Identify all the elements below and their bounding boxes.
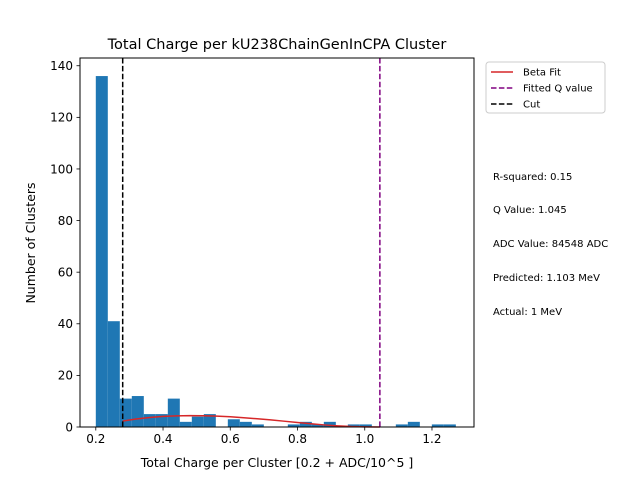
histogram-bar xyxy=(443,424,456,427)
histogram-bar xyxy=(431,424,444,427)
histogram-bar xyxy=(323,421,336,427)
histogram-bar xyxy=(131,396,144,427)
x-axis-label: Total Charge per Cluster [0.2 + ADC/10^5… xyxy=(140,455,414,470)
plot-frame xyxy=(79,57,475,428)
y-tick-label: 120 xyxy=(50,111,73,125)
fit-statistics: R-squared: 0.15 Q Value: 1.045 ADC Value… xyxy=(493,149,608,330)
x-tick-label: 0.2 xyxy=(86,432,105,446)
x-tick-label: 0.8 xyxy=(288,432,307,446)
histogram-bar xyxy=(95,76,108,428)
histogram-bar xyxy=(299,421,312,427)
y-tick-label: 60 xyxy=(58,265,73,279)
beta-fit-line xyxy=(122,414,380,428)
y-tick-label: 40 xyxy=(58,317,73,331)
legend: Beta Fit Fitted Q value Cut xyxy=(485,61,606,114)
y-tick-label: 20 xyxy=(58,369,73,383)
histogram-bar xyxy=(143,414,156,427)
histogram-bar xyxy=(359,424,372,427)
x-tick-label: 1.2 xyxy=(422,432,441,446)
y-tick-label: 80 xyxy=(58,214,73,228)
stat-actual: Actual: 1 MeV xyxy=(493,307,563,319)
x-tick-label: 0.4 xyxy=(153,432,172,446)
histogram-bar xyxy=(251,424,264,427)
y-tick-label: 0 xyxy=(65,420,73,434)
histogram-bar xyxy=(167,398,180,427)
x-tick-label: 1.0 xyxy=(355,432,374,446)
legend-box xyxy=(485,61,606,114)
x-tick-label: 0.6 xyxy=(221,432,240,446)
histogram-bar xyxy=(347,424,360,427)
histogram-bar xyxy=(395,424,408,427)
stat-adc-value: ADC Value: 84548 ADC xyxy=(493,239,609,251)
stat-predicted: Predicted: 1.103 MeV xyxy=(493,273,600,285)
chart-title: Total Charge per kU238ChainGenInCPA Clus… xyxy=(107,37,447,53)
histogram-bar xyxy=(287,424,300,427)
stat-r-squared: R-squared: 0.15 xyxy=(493,171,573,183)
histogram-bar xyxy=(407,421,420,427)
histogram-bars xyxy=(95,76,456,428)
histogram-bar xyxy=(227,419,240,427)
y-tick-label: 140 xyxy=(50,59,73,73)
x-axis-ticks: 0.2 0.4 0.6 0.8 1.0 1.2 xyxy=(86,427,442,446)
histogram-bar xyxy=(311,424,324,427)
histogram-bar xyxy=(203,414,216,427)
legend-label: Beta Fit xyxy=(523,68,561,79)
legend-label: Cut xyxy=(523,100,540,111)
histogram-bar xyxy=(119,398,132,427)
stat-q-value: Q Value: 1.045 xyxy=(493,205,567,217)
histogram-bar xyxy=(179,421,192,427)
y-tick-label: 100 xyxy=(50,162,73,176)
y-axis-ticks: 0 20 40 60 80 100 120 140 xyxy=(50,59,80,434)
legend-label: Fitted Q value xyxy=(523,84,593,95)
histogram-bar xyxy=(191,416,204,427)
y-axis-label: Number of Clusters xyxy=(23,182,38,303)
fit-lines xyxy=(121,58,381,428)
histogram-bar xyxy=(107,321,120,427)
histogram-bar xyxy=(239,421,252,427)
